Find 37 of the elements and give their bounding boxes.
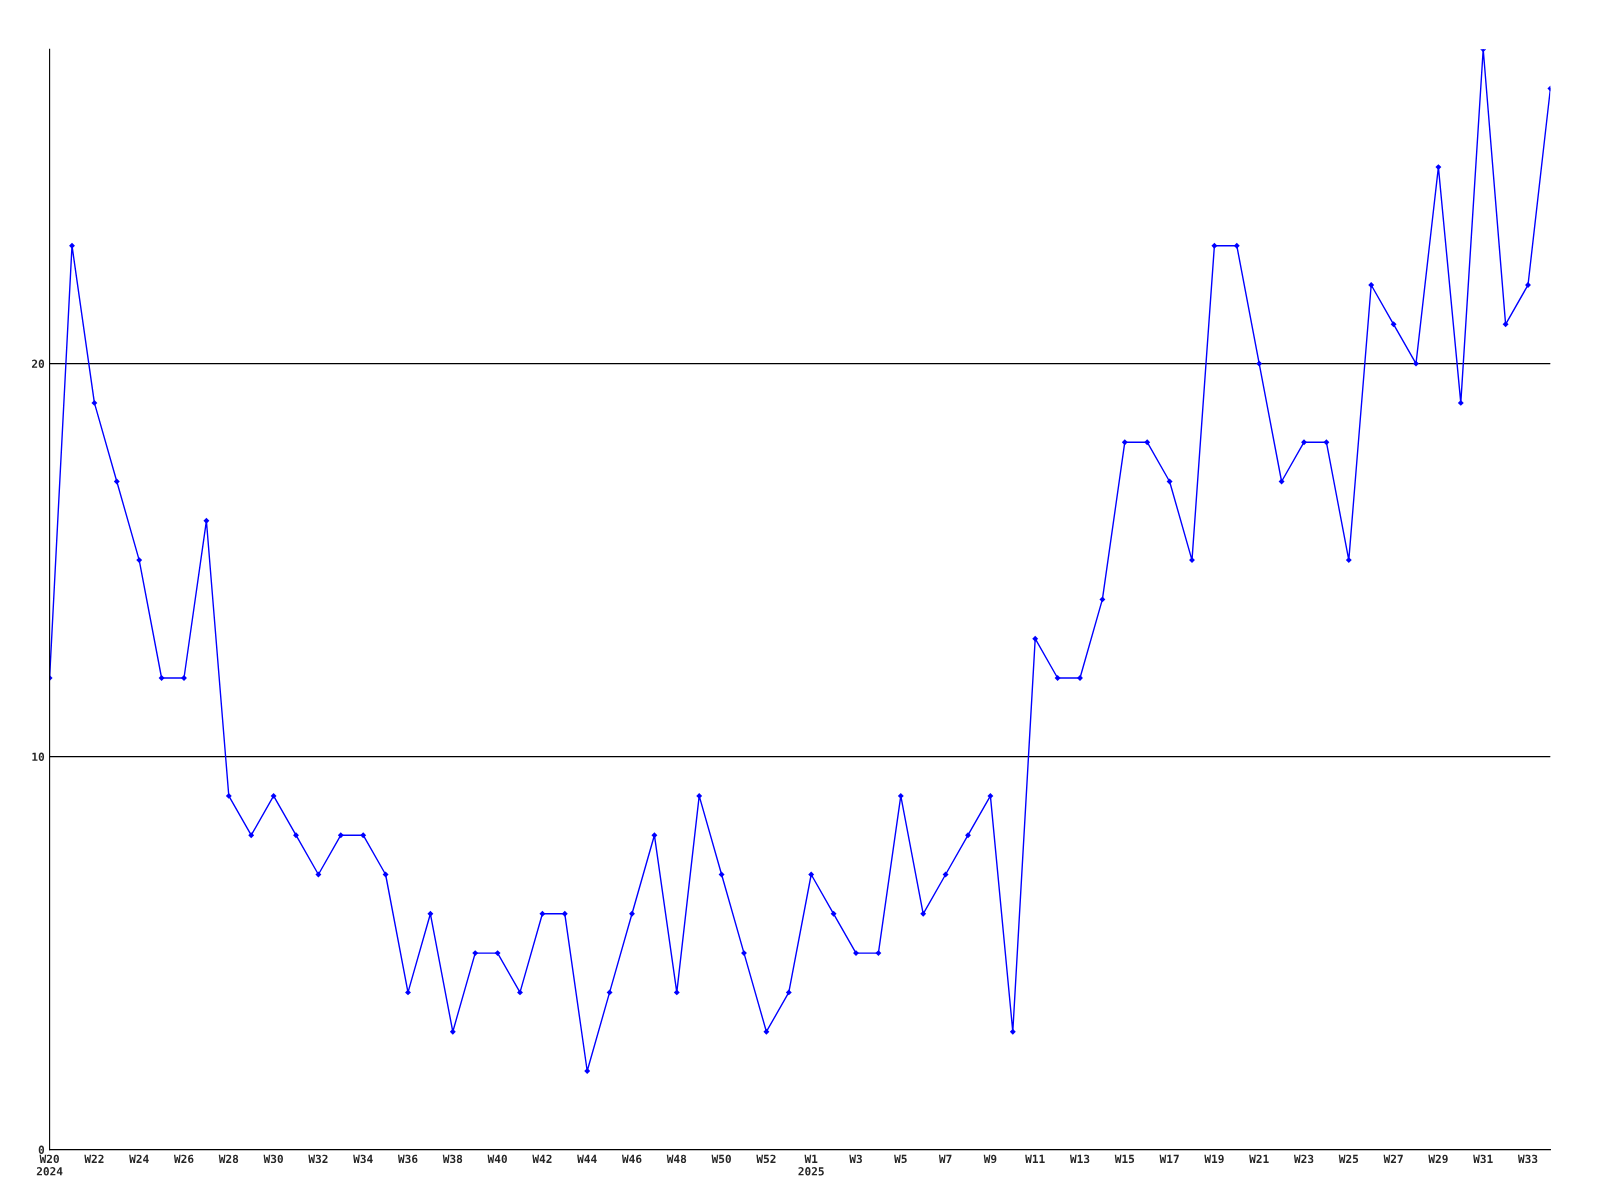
x-tick-label: W7 [938,1154,952,1163]
x-tick-label: W20 2024 [36,1154,63,1176]
x-tick-label: W3 [849,1154,862,1164]
x-tick-label: W19 [1204,1154,1224,1164]
x-tick-label: W28 [218,1154,239,1164]
x-tick-label: W33 [1517,1154,1538,1164]
x-tick-label: W13 [1069,1154,1090,1164]
x-tick-label: W50 [711,1154,731,1164]
x-tick-label: W31 [1473,1154,1493,1164]
x-tick-label: W46 [621,1154,642,1164]
x-tick-label: W40 [487,1154,507,1164]
x-tick-label: W23 [1293,1154,1314,1164]
x-tick-label: W1 2025 [798,1154,824,1176]
x-tick-label: W27 [1383,1154,1403,1163]
x-tick-label: W22 [84,1154,104,1163]
x-tick-label: W24 [129,1154,149,1163]
y-tick-label: 0 [38,1145,45,1154]
x-tick-label: W42 [532,1154,552,1163]
x-tick-label: W44 [577,1154,597,1163]
x-tick-label: W17 [1159,1154,1179,1163]
x-tick-label: W26 [173,1154,194,1164]
x-tick-label: W29 [1428,1154,1448,1164]
x-tick-label: W15 [1114,1154,1135,1164]
y-tick-label: 20 [31,359,45,368]
x-tick-label: W52 [756,1154,776,1164]
x-tick-label: W21 [1249,1154,1269,1163]
x-tick-label: W9 [983,1154,997,1164]
x-tick-label: W11 [1025,1154,1045,1163]
x-tick-label: W30 [263,1154,283,1164]
y-tick-label: 10 [32,752,45,761]
x-tick-label: W32 [308,1154,328,1164]
x-tick-label: W34 [353,1154,373,1164]
x-tick-label: W38 [442,1154,463,1164]
x-tick-label: W48 [666,1154,687,1164]
x-tick-label: W25 [1338,1154,1359,1164]
x-tick-label: W5 [894,1154,907,1164]
x-tick-label: W36 [397,1154,418,1164]
